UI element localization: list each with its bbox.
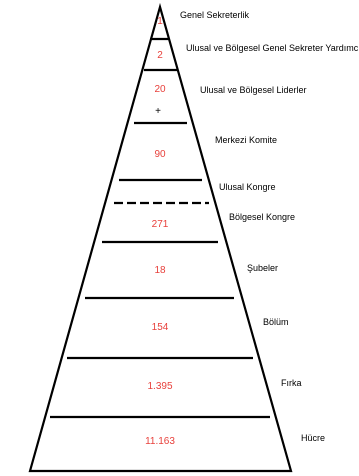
tier-value-genel-sekreterlik: 1 xyxy=(157,16,163,27)
tier-value-firka: 1.395 xyxy=(147,381,172,392)
tier-value-subeler: 18 xyxy=(154,265,166,276)
label-liderler: Ulusal ve Bölgesel Liderler xyxy=(200,85,307,95)
label-yardimcilar: Ulusal ve Bölgesel Genel Sekreter Yardım… xyxy=(186,43,359,53)
tier-value-bolgesel-kongre: 271 xyxy=(152,219,169,230)
label-bolgesel-kongre: Bölgesel Kongre xyxy=(229,212,295,222)
tier-value-hucre: 11.163 xyxy=(145,436,175,447)
label-firka: Fırka xyxy=(281,378,302,388)
label-ulusal-kongre: Ulusal Kongre xyxy=(219,182,276,192)
tier-value-liderler: 20 xyxy=(154,84,166,95)
tier-value-yardimcilar: 2 xyxy=(157,50,163,61)
label-genel-sekreterlik: Genel Sekreterlik xyxy=(180,10,250,20)
tier-dividers xyxy=(50,37,270,419)
plus-marker: + xyxy=(155,106,161,117)
label-bolum: Bölüm xyxy=(263,317,289,327)
label-hucre: Hücre xyxy=(301,433,325,443)
tier-value-bolum: 154 xyxy=(152,322,169,333)
tier-value-merkezi-komite: 90 xyxy=(154,149,166,160)
label-subeler: Şubeler xyxy=(247,263,278,273)
tier-values: 1 2 20 90 271 18 154 1.395 11.163 xyxy=(145,16,175,447)
label-merkezi-komite: Merkezi Komite xyxy=(215,135,277,145)
tier-labels: Genel Sekreterlik Ulusal ve Bölgesel Gen… xyxy=(180,10,359,443)
pyramid-outline xyxy=(28,2,293,473)
